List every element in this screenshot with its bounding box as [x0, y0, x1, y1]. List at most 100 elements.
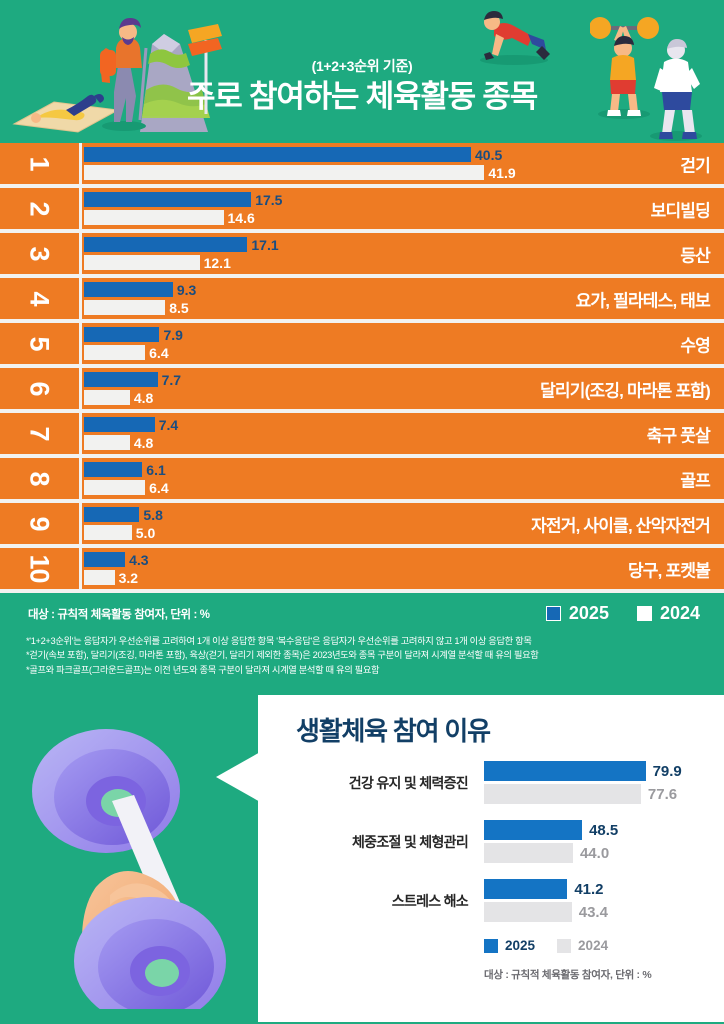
- bar-2025: [84, 192, 252, 207]
- bar-2025-line: 40.5: [84, 146, 724, 163]
- rank-number-cell: 3: [0, 233, 82, 274]
- reasons-legend-item-2025[interactable]: 2025: [484, 938, 535, 953]
- bar-value-2025: 17.1: [251, 236, 279, 253]
- legend-keys: 2025 2024: [545, 603, 700, 624]
- reasons-legend-swatch-2025-icon: [484, 938, 498, 953]
- bar-value-2024: 12.1: [203, 254, 231, 271]
- category-label: 보디빌딩: [650, 201, 711, 220]
- bar-2024: [84, 300, 166, 315]
- reasons-legend-item-2024[interactable]: 2024: [557, 938, 608, 953]
- bar-value-2025: 7.4: [158, 416, 179, 433]
- rank-row: 2 17.5 14.6 보디빌딩: [0, 188, 724, 233]
- bar-2024: [84, 255, 200, 270]
- bar-2025-line: 17.5: [84, 191, 724, 208]
- legend-item-2024[interactable]: 2024: [636, 603, 700, 624]
- bar-value-2024: 14.6: [227, 209, 255, 226]
- bottom-section: 생활체육 참여 이유 건강 유지 및 체력증진 79.9 77.6 체중조절 및 체형…: [0, 687, 724, 1023]
- bar-2025-line: 5.8: [84, 507, 724, 523]
- header-subtitle: (1+2+3순위 기준): [311, 58, 413, 74]
- reasons-panel-title: 생활체육 참여 이유: [296, 716, 491, 747]
- reason-value-2024: 77.6: [647, 785, 678, 803]
- bar-value-2024: 8.5: [169, 299, 189, 316]
- bar-2024: [84, 570, 115, 585]
- reason-label: 건강 유지 및 체력증진: [348, 774, 469, 791]
- rank-bars: 9.3 8.5: [82, 278, 724, 319]
- bar-2025: [84, 417, 155, 432]
- bar-2024: [84, 210, 224, 225]
- speech-bubble-tail: [216, 751, 262, 804]
- rank-bars: 7.9 6.4: [82, 323, 724, 364]
- reason-bar-2025: [484, 820, 583, 841]
- rank-bars: 17.1 12.1: [82, 233, 724, 274]
- category-label: 요가, 필라테스, 태보: [575, 291, 711, 310]
- sports-rank-chart: 1 40.5 41.9 걷기 2 17.5 14.6 보디빌딩 3 17.1 12.1 등산 4 9.3 8…: [0, 143, 724, 593]
- rank-row: 5 7.9 6.4 수영: [0, 323, 724, 368]
- rank-number-cell: 6: [0, 368, 82, 409]
- reason-2024-line: 43.4: [484, 902, 712, 923]
- bar-value-2024: 41.9: [488, 164, 516, 181]
- bar-value-2025: 17.5: [255, 191, 283, 208]
- bar-2025-line: 9.3: [84, 282, 724, 298]
- rank-number-cell: 1: [0, 143, 82, 184]
- rank-number: 6: [25, 381, 55, 396]
- bar-2024-line: 8.5: [84, 299, 724, 316]
- bar-2024-line: 41.9: [84, 164, 724, 181]
- bar-2025: [84, 552, 126, 567]
- category-label: 등산: [680, 246, 710, 265]
- chart-source-note: 대상 : 규칙적 체육활동 참여자, 단위 : %: [28, 608, 210, 621]
- bar-2025: [84, 507, 140, 522]
- rank-bars: 5.8 5.0: [82, 503, 724, 544]
- reason-bar-2024: [484, 784, 641, 805]
- bar-value-2024: 4.8: [133, 434, 154, 451]
- reason-row: 스트레스 해소 41.2 43.4: [272, 879, 712, 923]
- bar-2024: [84, 480, 146, 495]
- bar-2025-line: 6.1: [84, 462, 724, 478]
- reason-label: 스트레스 해소: [391, 892, 469, 909]
- rank-row: 10 4.3 3.2 당구, 포켓볼: [0, 548, 724, 593]
- bar-value-2024: 6.4: [149, 479, 169, 496]
- rank-number: 7: [25, 426, 55, 441]
- bar-2025-line: 17.1: [84, 236, 724, 253]
- rank-number: 2: [25, 201, 55, 216]
- bar-2025: [84, 282, 173, 297]
- reason-bars: 48.5 44.0: [484, 820, 712, 864]
- footnote: *골프와 파크골프(그라운드골프)는 이전 년도와 종목 구분이 달라져 시계열…: [26, 664, 380, 675]
- reason-bars: 79.9 77.6: [484, 761, 712, 805]
- reasons-legend-label-2024: 2024: [578, 938, 609, 954]
- bar-2025: [84, 327, 160, 342]
- reason-row: 건강 유지 및 체력증진 79.9 77.6: [272, 761, 712, 805]
- bar-value-2024: 3.2: [118, 569, 139, 586]
- reason-value-2025: 41.2: [574, 880, 604, 898]
- legend-swatch-2025-icon: [545, 606, 561, 621]
- rank-bars: 7.7 4.8: [82, 368, 724, 409]
- rank-number: 8: [25, 471, 55, 486]
- page-title: 주로 참여하는 체육활동 종목: [186, 79, 538, 114]
- bar-value-2025: 40.5: [475, 146, 503, 163]
- bar-2024-line: 5.0: [84, 525, 724, 541]
- rank-number: 3: [25, 246, 55, 261]
- bar-2025: [84, 372, 158, 387]
- footnote: *걷기(속보 포함), 달리기(조깅, 마라톤 포함), 육상(걷기, 달리기 …: [26, 650, 539, 661]
- bar-2024-line: 3.2: [84, 569, 724, 586]
- bar-2025-line: 7.4: [84, 416, 724, 433]
- rank-row: 7 7.4 4.8 축구 풋살: [0, 413, 724, 458]
- bar-2024-line: 4.8: [84, 390, 724, 406]
- reason-value-2025: 48.5: [589, 821, 619, 839]
- reason-2025-line: 79.9: [484, 761, 712, 782]
- rank-number: 5: [25, 336, 55, 351]
- bar-2024: [84, 390, 130, 405]
- reason-label: 체중조절 및 체형관리: [352, 833, 469, 850]
- legend-item-2025[interactable]: 2025: [545, 603, 609, 624]
- category-label: 걷기: [680, 156, 710, 175]
- reason-value-2024: 43.4: [578, 903, 608, 921]
- bar-2025-line: 4.3: [84, 552, 724, 568]
- bar-2024-line: 6.4: [84, 345, 724, 361]
- category-label: 축구 풋살: [646, 426, 711, 445]
- category-label: 수영: [680, 336, 710, 355]
- reason-bars: 41.2 43.4: [484, 879, 712, 923]
- category-label: 골프: [680, 471, 710, 490]
- bar-2025-line: 7.9: [84, 327, 724, 343]
- reason-bar-2024: [484, 902, 572, 923]
- legend-label-2024: 2024: [659, 603, 700, 623]
